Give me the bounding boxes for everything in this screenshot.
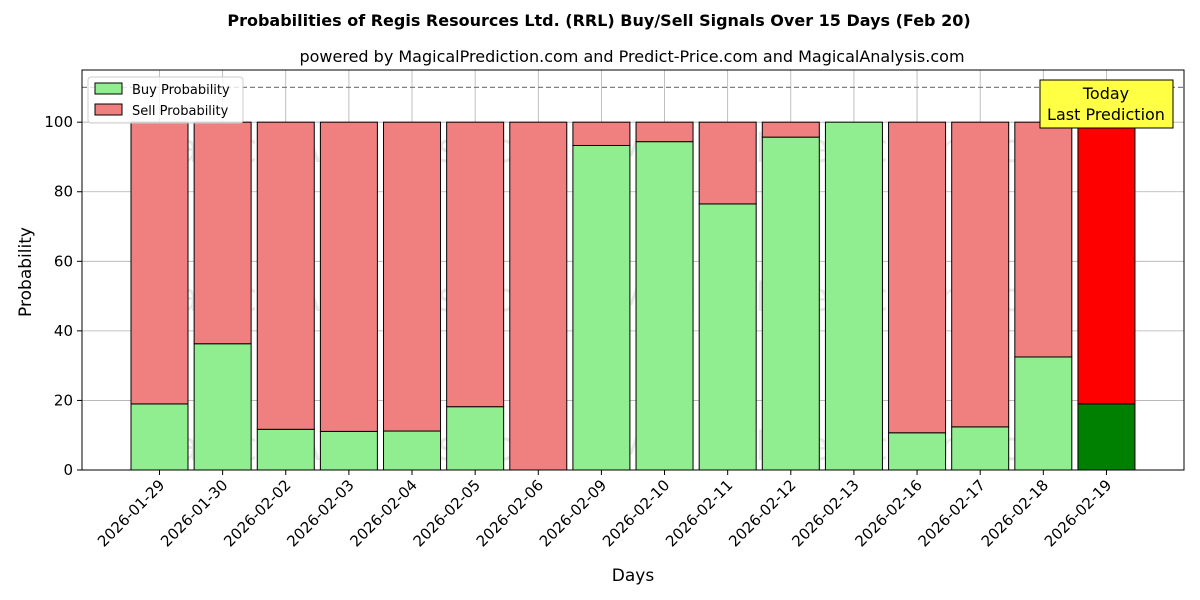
x-axis-label: Days: [612, 566, 655, 586]
x-tick-label: 2026-02-10: [599, 476, 673, 550]
bar-buy: [1077, 403, 1136, 471]
annotation-box: [1039, 79, 1174, 129]
legend: Buy Probability Sell Probability: [87, 76, 244, 124]
legend-swatch-buy: [94, 82, 123, 95]
x-tick-label: 2026-02-18: [978, 476, 1052, 550]
bar-sell: [319, 121, 378, 432]
bar-sell: [572, 121, 631, 146]
bar-sell: [888, 121, 947, 434]
bar-sell: [383, 121, 442, 432]
bar-buy: [761, 136, 820, 471]
bar-buy: [256, 428, 315, 471]
bar-sell: [1077, 121, 1136, 405]
bar-buy: [824, 121, 883, 471]
bar-buy: [698, 203, 757, 471]
x-tick-label: 2026-02-04: [346, 476, 420, 550]
y-tick-label: 40: [54, 322, 73, 340]
x-tick-label: 2026-02-09: [536, 476, 610, 550]
bar-sell: [256, 121, 315, 430]
x-tick-label: 2026-02-11: [662, 476, 736, 550]
x-tick-label: 2026-02-05: [410, 476, 484, 550]
x-tick-label: 2026-02-13: [788, 476, 862, 550]
bar-sell: [951, 121, 1010, 428]
bar-sell: [130, 121, 189, 405]
x-tick-label: 2026-02-19: [1041, 476, 1115, 550]
bar-buy: [888, 432, 947, 471]
bar-sell: [698, 121, 757, 205]
y-axis-label: Probability: [16, 227, 36, 317]
bar-buy: [951, 426, 1010, 471]
legend-label-buy: Buy Probability: [132, 83, 230, 98]
bar-buy: [446, 406, 505, 471]
y-tick-label: 20: [54, 391, 73, 409]
annotation-line-2: Last Prediction: [1047, 105, 1165, 124]
chart-title: Probabilities of Regis Resources Ltd. (R…: [227, 11, 970, 30]
bar-sell: [761, 121, 820, 138]
bar-buy: [130, 403, 189, 471]
bar-sell: [446, 121, 505, 408]
y-tick-label: 100: [44, 113, 73, 131]
x-tick-label: 2026-02-06: [473, 476, 547, 550]
legend-swatch-sell: [94, 103, 123, 116]
x-tick-label: 2026-02-03: [283, 476, 357, 550]
y-tick-label: 80: [54, 183, 73, 201]
x-tick-label: 2026-01-30: [157, 476, 231, 550]
x-tick-label: 2026-02-02: [220, 476, 294, 550]
annotation-line-1: Today: [1082, 84, 1129, 103]
legend-box: [87, 76, 244, 124]
bar-sell: [193, 121, 252, 345]
plot-frame: [81, 69, 1185, 471]
chart-subtitle: powered by MagicalPrediction.com and Pre…: [299, 47, 964, 66]
bar-sell: [635, 121, 694, 143]
y-tick-label: 60: [54, 252, 73, 270]
bars-layer: [130, 121, 1136, 471]
bar-buy: [572, 144, 631, 471]
today-annotation: Today Last Prediction: [1039, 79, 1174, 129]
x-tick-label: 2026-02-16: [852, 476, 926, 550]
bar-buy: [319, 430, 378, 471]
bar-sell: [509, 121, 568, 471]
bar-buy: [1014, 356, 1073, 471]
bar-sell: [1014, 121, 1073, 358]
bar-buy: [383, 430, 442, 471]
bar-buy: [193, 343, 252, 471]
x-tick-label: 2026-01-29: [94, 476, 168, 550]
x-tick-label: 2026-02-17: [915, 476, 989, 550]
legend-label-sell: Sell Probability: [132, 104, 229, 119]
bar-buy: [635, 141, 694, 471]
x-tick-label: 2026-02-12: [725, 476, 799, 550]
y-tick-label: 0: [63, 461, 73, 479]
